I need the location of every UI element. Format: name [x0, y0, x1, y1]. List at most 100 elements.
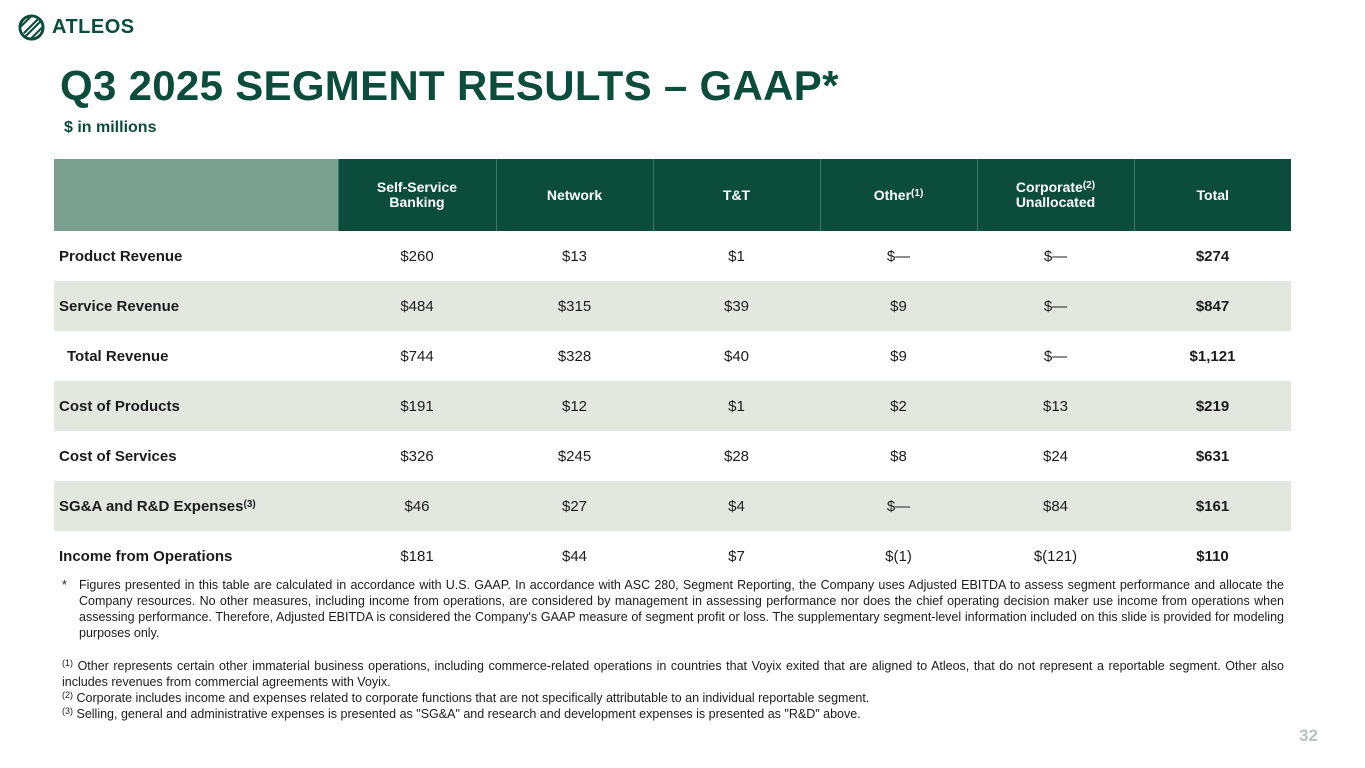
column-header-label: Other	[873, 186, 912, 203]
row-label-text: Service Revenue	[59, 297, 180, 315]
column-header-5: Corporate(2) Unallocated	[976, 159, 1134, 231]
row-label: Total Revenue	[54, 331, 338, 381]
page-subtitle: $ in millions	[64, 119, 157, 136]
brand-name: ATLEOS	[52, 16, 135, 38]
row-label-text: Income from Operations	[59, 547, 233, 565]
column-header-footnote-ref: (1)	[911, 187, 924, 199]
column-header-label: Total	[1196, 186, 1229, 203]
table-cell: $(121)	[1033, 547, 1078, 565]
footnote-item: (1) Other represents certain other immat…	[62, 658, 1284, 690]
row-label-text: Total Revenue	[67, 347, 169, 365]
table-cell: $—	[1043, 347, 1068, 365]
table-cell: $—	[977, 281, 1134, 331]
table-cell: $484	[338, 281, 496, 331]
table-cell: $1	[728, 247, 745, 265]
column-header-label-line2: Unallocated	[1015, 194, 1096, 210]
table-row: Total Revenue $744 $328 $40 $9 $— $1,121	[54, 331, 1291, 381]
row-label-text: SG&A and R&D Expenses	[59, 497, 244, 515]
row-label: Income from Operations	[54, 531, 338, 581]
table-row: Income from Operations $181 $44 $7 $(1) $(121…	[54, 531, 1291, 581]
footnote-marker: (1)	[62, 658, 73, 668]
row-label-footnote-ref: (3)	[243, 498, 256, 510]
table-cell: $24	[1042, 447, 1069, 465]
table-cell: $191	[338, 381, 496, 431]
atleos-globe-icon	[18, 14, 45, 41]
table-cell: $9	[890, 347, 907, 365]
gaap-note: * Figures presented in this table are ca…	[62, 577, 1284, 641]
table-row: Cost of Products $191 $12 $1 $2 $13 $219	[54, 381, 1291, 431]
table-cell: $12	[496, 381, 653, 431]
table-header-row: Self-Service Banking Network T&T Other(1) Cor…	[54, 159, 1291, 231]
column-header-4: Other(1)	[819, 159, 977, 231]
footnote-list: (1) Other represents certain other immat…	[62, 658, 1284, 722]
table-cell: $181	[400, 547, 434, 565]
page-number: 32	[1299, 726, 1318, 745]
column-header-1: Self-Service Banking	[337, 159, 496, 231]
row-label-text: Product Revenue	[59, 247, 183, 265]
footnote-marker: (3)	[62, 706, 73, 716]
footnote-text: Other represents certain other immateria…	[62, 659, 1284, 689]
column-header-2: Network	[495, 159, 653, 231]
table-cell: $326	[400, 447, 434, 465]
row-label-text: Cost of Services	[59, 447, 177, 465]
column-header-label: Network	[546, 186, 603, 203]
footnote-text: Selling, general and administrative expe…	[76, 707, 861, 721]
total-cell: $1,121	[1189, 347, 1236, 365]
table-cell: $8	[890, 447, 907, 465]
table-cell: $13	[561, 247, 588, 265]
table-cell: $44	[561, 547, 588, 565]
table-cell: $—	[820, 481, 977, 531]
row-label: Cost of Services	[54, 431, 338, 481]
table-cell: $315	[496, 281, 653, 331]
segment-results-table: Self-Service Banking Network T&T Other(1) Cor…	[54, 159, 1291, 581]
table-row: Product Revenue $260 $13 $1 $— $— $274	[54, 231, 1291, 281]
total-cell: $274	[1195, 247, 1230, 265]
column-header-label-line2: Banking	[389, 194, 445, 210]
total-cell: $847	[1134, 281, 1291, 331]
table-cell: $—	[1043, 247, 1068, 265]
table-cell: $744	[400, 347, 434, 365]
column-header-label: T&T	[722, 186, 751, 203]
table-cell: $9	[820, 281, 977, 331]
table-cell: $4	[653, 481, 820, 531]
footnote-item: (3) Selling, general and administrative …	[62, 706, 1284, 722]
table-row: SG&A and R&D Expenses(3) $46 $27 $4 $— $84 $16…	[54, 481, 1291, 531]
table-cell: $28	[723, 447, 750, 465]
row-label: Product Revenue	[54, 231, 338, 281]
header-corner	[54, 159, 338, 231]
row-label: Cost of Products	[54, 381, 338, 431]
table-cell: $46	[338, 481, 496, 531]
column-header-label: Self-Service	[376, 179, 458, 195]
gaap-note-marker: *	[62, 578, 67, 592]
column-header-6: Total	[1133, 159, 1291, 231]
total-cell: $219	[1134, 381, 1291, 431]
table-cell: $7	[728, 547, 745, 565]
column-header-footnote-ref: (2)	[1082, 180, 1096, 191]
table-row: Cost of Services $326 $245 $28 $8 $24 $631	[54, 431, 1291, 481]
row-label: Service Revenue	[54, 281, 338, 331]
table-cell: $328	[557, 347, 592, 365]
footnote-marker: (2)	[62, 690, 73, 700]
footnote-text: Corporate includes income and expenses r…	[76, 691, 870, 705]
column-header-label: Corporate	[1015, 179, 1083, 195]
table-cell: $27	[496, 481, 653, 531]
table-cell: $260	[400, 247, 434, 265]
table-cell: $40	[723, 347, 750, 365]
row-label: SG&A and R&D Expenses(3)	[54, 481, 338, 531]
footnote-item: (2) Corporate includes income and expens…	[62, 690, 1284, 706]
table-cell: $2	[820, 381, 977, 431]
table-body: Product Revenue $260 $13 $1 $— $— $274 Service …	[54, 231, 1291, 581]
row-label-text: Cost of Products	[59, 397, 180, 415]
table-cell: $1	[653, 381, 820, 431]
page-title: Q3 2025 SEGMENT RESULTS – GAAP*	[60, 62, 839, 109]
table-cell: $—	[886, 247, 911, 265]
footnotes: * Figures presented in this table are ca…	[62, 577, 1284, 722]
table-cell: $39	[653, 281, 820, 331]
total-cell: $631	[1195, 447, 1230, 465]
brand-logo: ATLEOS	[18, 14, 135, 41]
total-cell: $110	[1196, 547, 1229, 565]
total-cell: $161	[1134, 481, 1291, 531]
table-cell: $13	[977, 381, 1134, 431]
table-cell: $84	[977, 481, 1134, 531]
gaap-note-text: Figures presented in this table are calc…	[79, 578, 1284, 640]
